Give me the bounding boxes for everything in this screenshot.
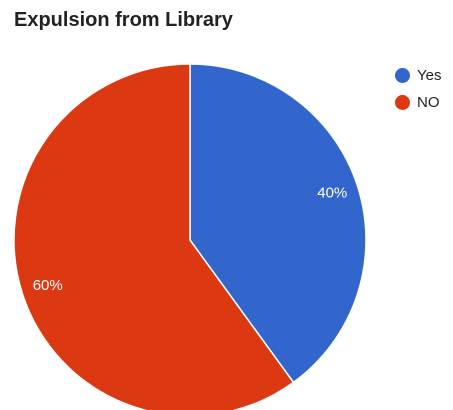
chart-title: Expulsion from Library (14, 9, 233, 31)
legend-item-yes: Yes (395, 62, 441, 89)
pie-slice-no (13, 63, 295, 410)
legend-label-yes: Yes (417, 67, 442, 84)
pie-slice-yes (189, 63, 367, 384)
legend-swatch-no (395, 95, 410, 110)
legend: Yes NO (395, 62, 441, 116)
data-label-no: 60% (33, 277, 63, 294)
data-label-yes: 40% (317, 185, 347, 202)
legend-swatch-yes (395, 68, 410, 83)
legend-label-no: NO (417, 94, 440, 111)
legend-item-no: NO (395, 89, 441, 116)
pie-slices (13, 63, 367, 410)
pie-data-labels: 40% 60% (33, 185, 348, 294)
